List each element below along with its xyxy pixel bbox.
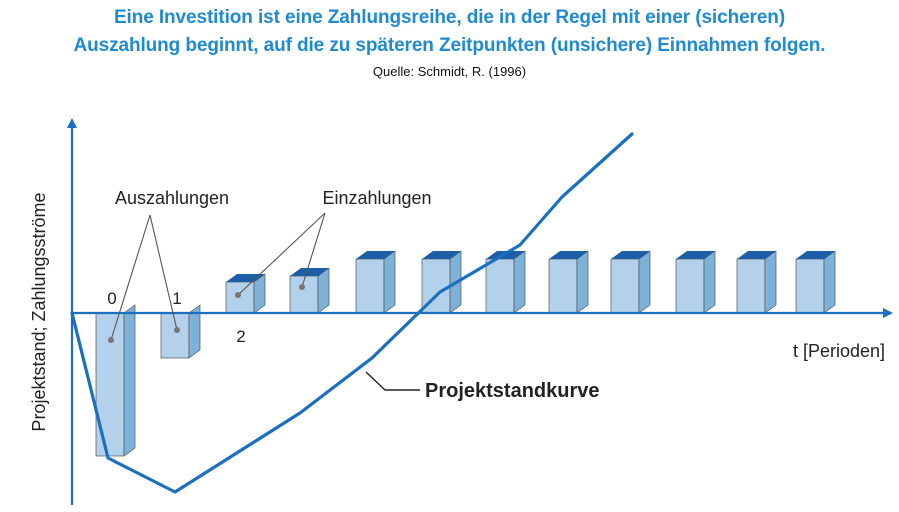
bar-einzahlung-2	[225, 273, 266, 314]
period-label-1: 1	[172, 289, 181, 308]
bar-einzahlung-9	[675, 250, 716, 314]
bar-einzahlung-10	[736, 250, 777, 314]
payment-bars	[95, 250, 836, 457]
label-einzahlungen: Einzahlungen	[322, 188, 431, 208]
curve-label: Projektstandkurve	[425, 380, 600, 402]
period-label-2: 2	[236, 327, 245, 346]
bar-einzahlung-3	[289, 267, 330, 314]
projektstand-curve	[70, 132, 634, 494]
annotation-pointers	[108, 212, 420, 391]
period-label-0: 0	[107, 289, 116, 308]
bar-einzahlung-8	[610, 250, 651, 314]
title-line-2: Auszahlung beginnt, auf die zu späteren …	[73, 35, 826, 56]
bar-einzahlung-4	[355, 250, 396, 314]
y-axis-label: Projektstand; Zahlungsströme	[29, 192, 49, 431]
label-auszahlungen: Auszahlungen	[115, 188, 229, 208]
source-citation: Quelle: Schmidt, R. (1996)	[372, 64, 527, 79]
title-line-1: Eine Investition ist eine Zahlungsreihe,…	[113, 7, 786, 28]
x-axis-label: t [Perioden]	[793, 341, 885, 361]
bar-einzahlung-11	[795, 250, 836, 314]
bar-einzahlung-7	[548, 250, 589, 314]
